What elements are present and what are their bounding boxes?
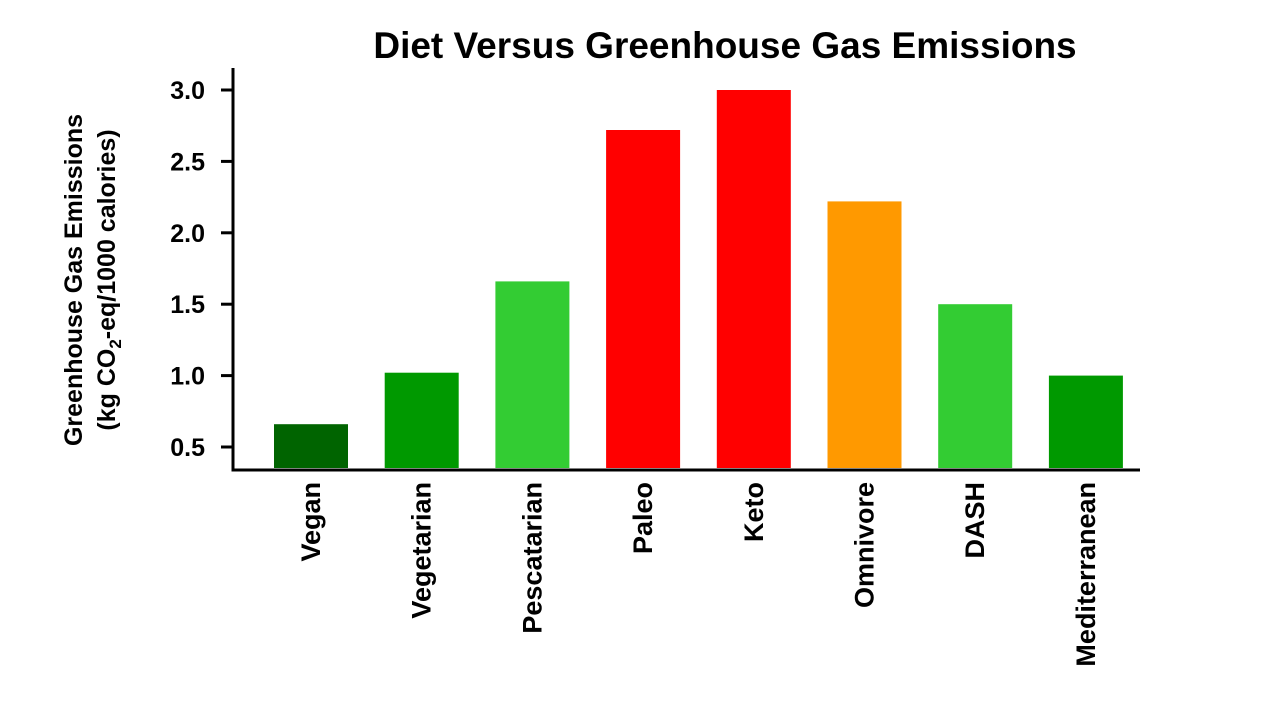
x-tick-label-mediterranean: Mediterranean [1071,482,1101,667]
x-tick-label-paleo: Paleo [628,482,658,554]
y-axis-label-unit-subscript: 2 [106,339,125,348]
bar-dash [938,304,1013,468]
bar-vegan [274,424,348,468]
x-tick-label-dash: DASH [960,482,990,559]
chart-title: Diet Versus Greenhouse Gas Emissions [373,25,1076,66]
bar-keto [716,90,791,468]
x-tick-label-pescatarian: Pescatarian [517,482,547,634]
y-tick-label: 1.0 [170,363,205,391]
y-axis-label-unit-prefix: (kg CO [93,349,121,431]
x-tick-label-vegetarian: Vegetarian [407,482,437,619]
x-labels-group: Vegan Vegetarian Pescatarian Paleo Keto Omniv… [296,482,1101,667]
bar-pescatarian [495,281,570,468]
bar-paleo [606,130,681,468]
bar-omnivore [827,201,902,468]
y-ticks-group: 0.5 1.0 1.5 2.0 2.5 3.0 [170,77,233,462]
y-tick-label: 0.5 [170,434,205,462]
y-axis-label-line2: (kg CO2-eq/1000 calories) [93,129,125,430]
x-tick-label-vegan: Vegan [296,482,326,562]
bars-group [274,90,1123,468]
bar-mediterranean [1048,375,1123,468]
bar-vegetarian [384,372,459,468]
y-tick-label: 2.0 [170,220,205,248]
y-tick-label: 2.5 [170,148,205,176]
x-tick-label-omnivore: Omnivore [850,482,880,608]
y-tick-label: 3.0 [170,77,205,105]
y-axis-label: Greenhouse Gas Emissions (kg CO2-eq/1000… [60,114,125,446]
y-axis-label-line1: Greenhouse Gas Emissions [60,114,88,446]
y-axis-label-unit-suffix: -eq/1000 calories) [93,129,121,339]
x-tick-label-keto: Keto [739,482,769,542]
y-tick-label: 1.5 [170,291,205,319]
